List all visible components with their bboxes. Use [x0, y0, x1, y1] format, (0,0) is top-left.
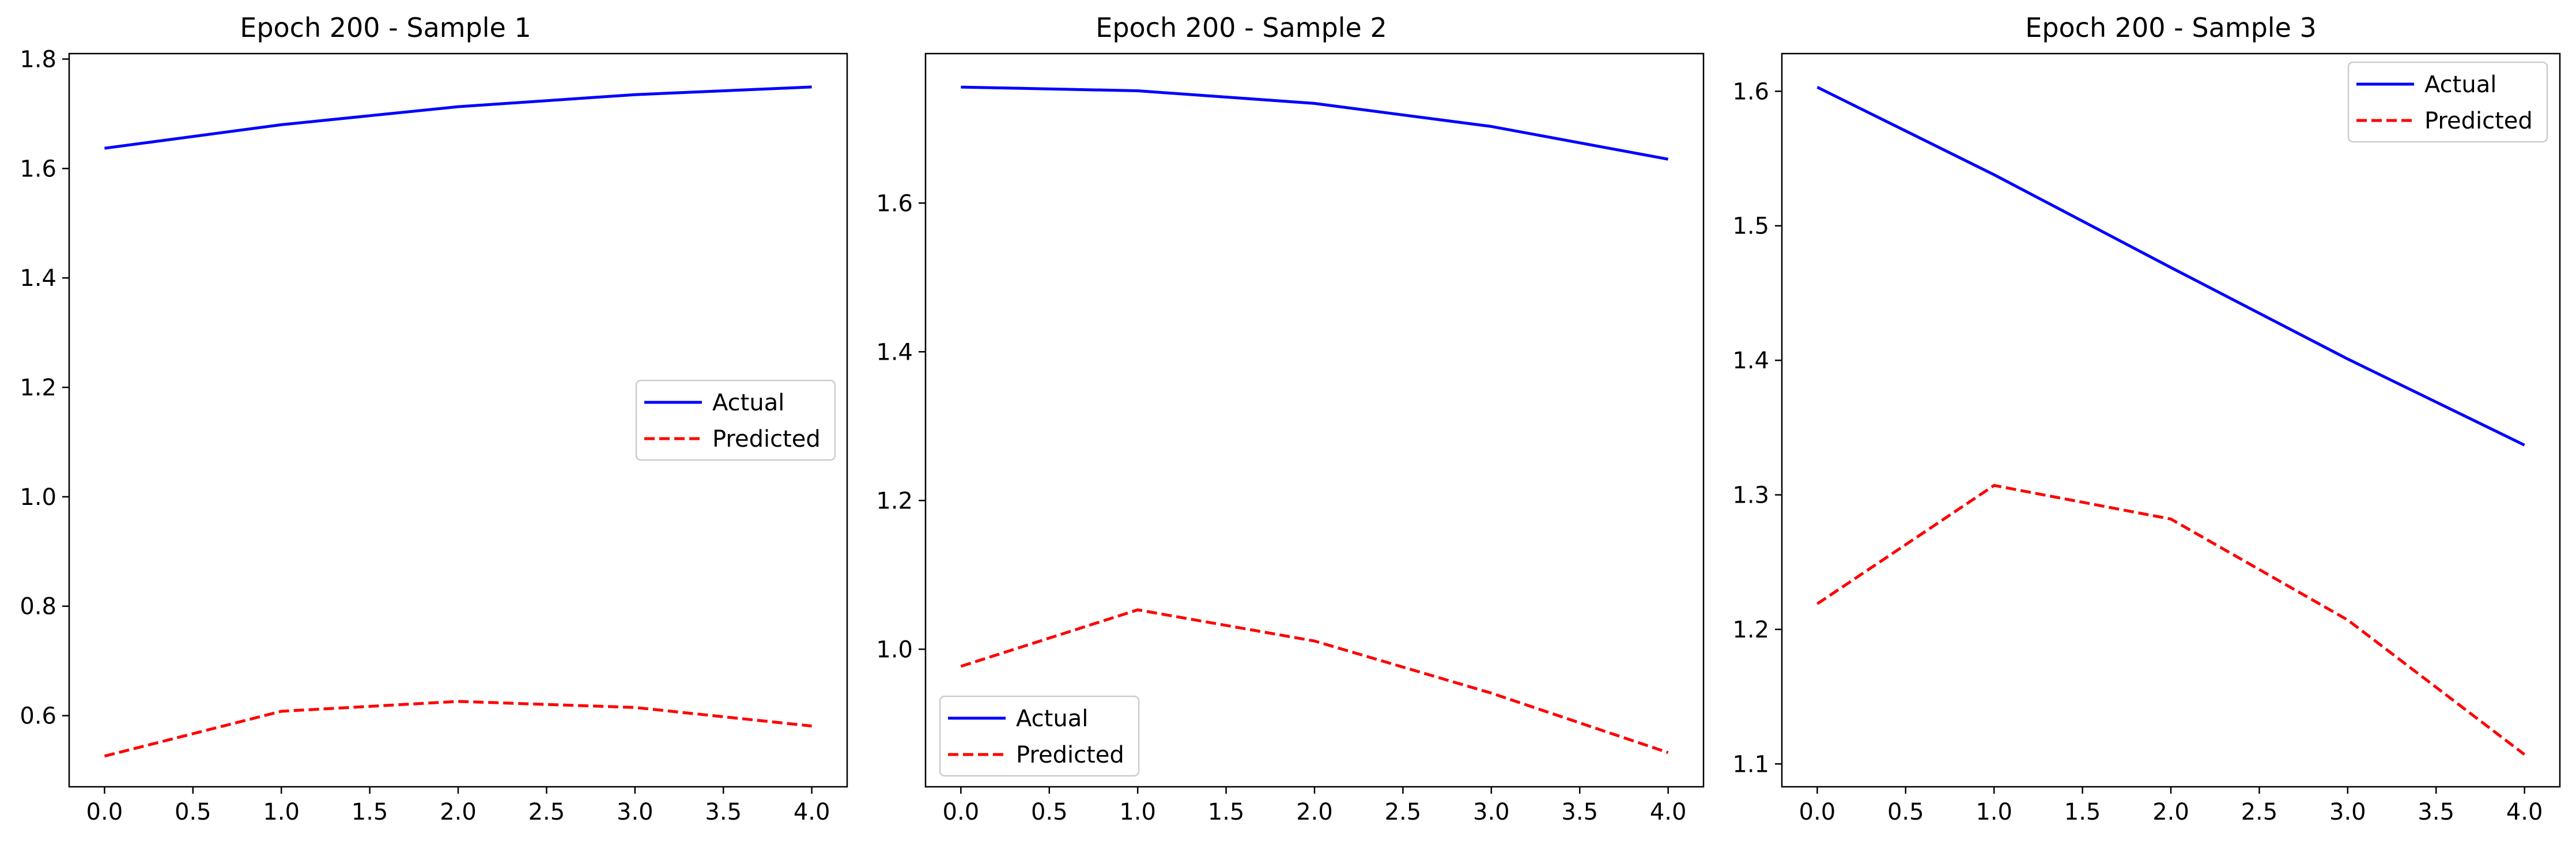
subplot-3-title: Epoch 200 - Sample 3: [2025, 12, 2316, 43]
subplot-1-x-tick-label: 4.0: [794, 799, 830, 825]
subplot-1-series-predicted-line: [104, 700, 812, 758]
subplot-2-plot-area: 0.0 0.5 1.0 1.5 2.0 2.5 3.0 3.5 4.0 1.0 1.2 1.4 1.6 A…: [876, 52, 1705, 825]
subplot-2-y-tick-label: 1.6: [876, 190, 913, 217]
subplot-2-y-tick-label: 1.0: [876, 636, 913, 663]
subplot-2-series-predicted-line: [960, 608, 1669, 755]
subplot-2-title: Epoch 200 - Sample 2: [1096, 12, 1387, 43]
subplot-3-legend-label-2: Predicted: [2424, 108, 2533, 134]
subplot-1: Epoch 200 - Sample 1 0.0 0.5 1.0 1.5 2.0 2.5 3…: [20, 12, 848, 825]
subplot-2-x-tick-label: 2.0: [1296, 799, 1333, 825]
subplot-2-series-actual-line: [961, 85, 1669, 161]
subplot-3-legend-label-1: Actual: [2424, 71, 2496, 98]
subplot-2-legend: Actual Predicted: [939, 695, 1140, 777]
subplot-1-title: Epoch 200 - Sample 1: [240, 12, 531, 43]
subplot-3-series-actual-line: [1816, 86, 2525, 447]
subplot-1-plot-area: 0.0 0.5 1.0 1.5 2.0 2.5 3.0 3.5 4.0 0.6 0.8 1.0 1.2 1…: [20, 46, 848, 825]
subplot-1-y-tick-label: 1.8: [20, 46, 56, 73]
subplot-2-legend-label-2: Predicted: [1016, 742, 1124, 768]
subplot-2-x-tick-label: 0.0: [943, 799, 980, 825]
subplot-2-x-tick-label: 1.5: [1208, 799, 1245, 825]
subplot-3-legend-box: [2347, 61, 2548, 143]
subplot-1-x-tick-label: 2.0: [440, 799, 477, 825]
subplot-1-legend-label-1: Actual: [712, 390, 784, 416]
subplot-1-y-tick-label: 1.2: [20, 375, 56, 401]
subplot-1-x-tick-label: 0.0: [86, 799, 123, 825]
subplot-1-x-tick-label: 3.5: [705, 799, 742, 825]
subplot-1-legend-box: [635, 379, 836, 461]
subplot-3: Epoch 200 - Sample 3 0.0 0.5 1.0 1.5 2.0 2.5 3…: [1732, 12, 2561, 825]
subplot-3-y-tick-label: 1.4: [1732, 348, 1769, 374]
subplot-1-y-tick-label: 0.6: [20, 703, 56, 730]
subplot-1-x-tick-label: 0.5: [175, 799, 211, 825]
subplot-1-y-tick-label: 0.8: [20, 594, 56, 620]
subplot-2-x-tick-label: 3.0: [1473, 799, 1510, 825]
subplot-2: Epoch 200 - Sample 2 0.0 0.5 1.0 1.5 2.0 2.5 3…: [876, 12, 1705, 825]
subplot-2-y-tick-label: 1.2: [876, 488, 913, 514]
subplot-2-legend-box: [939, 695, 1140, 777]
subplot-3-y-tick-label: 1.1: [1732, 751, 1769, 778]
subplot-3-series-predicted-line: [1816, 484, 2526, 756]
subplot-1-x-tick-label: 1.0: [263, 799, 300, 825]
subplot-1-series-actual-line: [104, 85, 812, 150]
subplot-2-x-tick-label: 1.0: [1119, 799, 1156, 825]
subplot-1-legend-label-2: Predicted: [712, 426, 821, 452]
subplot-2-legend-label-1: Actual: [1016, 706, 1088, 732]
subplot-2-x-tick-label: 0.5: [1031, 799, 1068, 825]
subplot-2-x-tick-label: 4.0: [1650, 799, 1687, 825]
subplot-3-y-tick-label: 1.5: [1732, 213, 1769, 240]
subplot-3-x-tick-label: 0.0: [1799, 799, 1836, 825]
subplot-3-plot-area: 0.0 0.5 1.0 1.5 2.0 2.5 3.0 3.5 4.0 1.1 1.2 1.3 1.4 1…: [1732, 52, 2561, 825]
subplot-2-x-tick-label: 2.5: [1385, 799, 1422, 825]
subplot-3-x-tick-label: 0.5: [1887, 799, 1924, 825]
subplot-2-x-tick-label: 3.5: [1561, 799, 1598, 825]
subplot-1-y-tick-label: 1.4: [20, 265, 56, 292]
subplot-1-x-tick-label: 3.0: [617, 799, 654, 825]
subplot-3-legend: Actual Predicted: [2347, 61, 2548, 143]
subplot-3-x-tick-label: 3.5: [2418, 799, 2454, 825]
subplot-1-legend: Actual Predicted: [635, 379, 836, 461]
subplot-1-x-tick-label: 2.5: [528, 799, 565, 825]
subplot-3-x-tick-label: 2.5: [2241, 799, 2278, 825]
subplot-3-y-tick-label: 1.3: [1732, 482, 1769, 509]
subplot-1-x-tick-label: 1.5: [352, 799, 388, 825]
subplot-3-x-tick-label: 3.0: [2329, 799, 2366, 825]
subplot-3-y-tick-label: 1.2: [1732, 617, 1769, 643]
subplot-1-y-tick-label: 1.0: [20, 484, 56, 511]
subplot-2-y-tick-label: 1.4: [876, 339, 913, 365]
subplot-3-x-tick-label: 4.0: [2506, 799, 2543, 825]
subplot-3-y-tick-label: 1.6: [1732, 78, 1769, 105]
subplot-3-x-tick-label: 2.0: [2152, 799, 2189, 825]
subplot-3-x-tick-label: 1.0: [1976, 799, 2012, 825]
subplot-3-x-tick-label: 1.5: [2064, 799, 2101, 825]
subplot-1-y-tick-label: 1.6: [20, 156, 56, 182]
